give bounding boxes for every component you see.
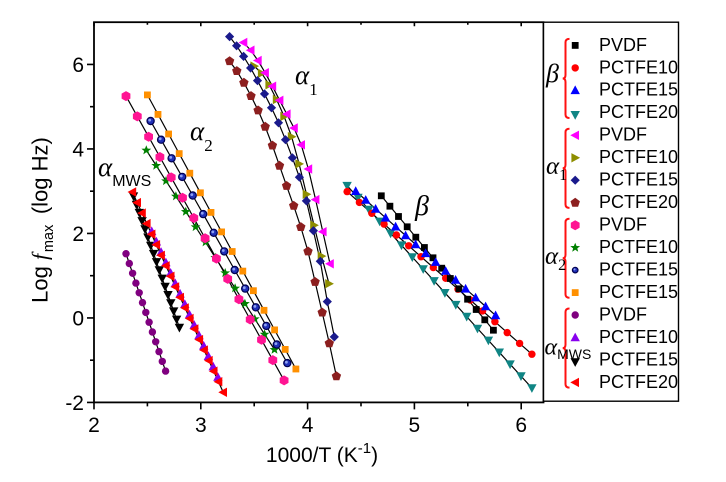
svg-text:PCTFE15: PCTFE15	[599, 170, 678, 190]
svg-text:0: 0	[72, 307, 84, 330]
svg-text:6: 6	[72, 54, 84, 77]
svg-text:4: 4	[72, 138, 84, 161]
svg-text:Log f max (log Hz): Log f max (log Hz)	[28, 137, 58, 303]
svg-text:PCTFE15: PCTFE15	[599, 349, 678, 369]
svg-text:PCTFE10: PCTFE10	[599, 327, 678, 347]
svg-text:PCTFE10: PCTFE10	[599, 237, 678, 257]
svg-text:3: 3	[195, 414, 207, 437]
svg-text:PCTFE15: PCTFE15	[599, 80, 678, 100]
svg-text:PCTFE20: PCTFE20	[599, 102, 678, 122]
svg-text:PVDF: PVDF	[599, 215, 647, 235]
svg-text:PCTFE20: PCTFE20	[599, 192, 678, 212]
svg-text:β: β	[545, 59, 559, 88]
svg-text:5: 5	[409, 414, 421, 437]
svg-text:PVDF: PVDF	[599, 304, 647, 324]
svg-text:PVDF: PVDF	[599, 35, 647, 55]
svg-text:PCTFE10: PCTFE10	[599, 147, 678, 167]
svg-text:PCTFE15: PCTFE15	[599, 260, 678, 280]
svg-text:PCTFE10: PCTFE10	[599, 57, 678, 77]
svg-text:-2: -2	[65, 392, 84, 415]
svg-text:6: 6	[515, 414, 527, 437]
svg-text:2: 2	[72, 223, 84, 246]
svg-text:2: 2	[88, 414, 100, 437]
svg-text:PVDF: PVDF	[599, 125, 647, 145]
svg-text:PCTFE15: PCTFE15	[599, 282, 678, 302]
svg-text:β: β	[414, 191, 429, 222]
svg-text:PCTFE20: PCTFE20	[599, 372, 678, 392]
svg-text:4: 4	[302, 414, 314, 437]
svg-text:1000/T (K-1): 1000/T (K-1)	[266, 440, 378, 467]
